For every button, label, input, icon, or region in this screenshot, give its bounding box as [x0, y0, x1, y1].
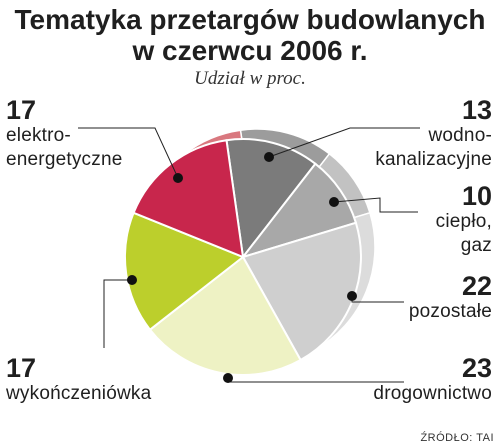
slice-elektroenergetyczne [132, 139, 245, 259]
value-elektroenergetyczne: 17 [6, 95, 37, 125]
source-note: ŹRÓDŁO: TAI [420, 432, 494, 444]
leader-dot-wodno [264, 152, 274, 162]
name-pozostale: pozostałe [408, 301, 492, 322]
leader-dot-drogi [223, 373, 233, 383]
chart-subtitle: Udział w proc. [194, 68, 306, 89]
label-pozostale: 22 pozostałe [409, 272, 492, 324]
label-cieplo-gaz: 10 ciepło, gaz [436, 182, 492, 258]
label-wodno-kanalizacyjne: 13 wodno- kanalizacyjne [375, 96, 492, 172]
name-elektro-line1: elektro- [6, 125, 71, 146]
leader-dot-cieplo [329, 197, 339, 207]
leader-dot-elektro [173, 173, 183, 183]
chart-title: Tematyka przetargów budowlanych w czerwc… [14, 4, 486, 66]
slice-wykonczeniowka [123, 211, 245, 332]
value-pozostale: 22 [461, 271, 492, 301]
leader-line-wykon [103, 279, 132, 348]
slice-cieplo-gaz [240, 162, 358, 259]
label-wykonczeniowka: 17 wykończeniówka [6, 354, 151, 406]
name-elektro-line2: energetyczne [6, 149, 123, 170]
label-elektroenergetyczne: 17 elektro- energetyczne [6, 96, 122, 172]
name-wodno-line2: kanalizacyjne [375, 149, 492, 170]
value-wykonczeniowka: 17 [6, 353, 37, 383]
leader-line-elektro [78, 127, 179, 179]
leader-dot-wykon [127, 275, 137, 285]
name-wodno-line1: wodno- [428, 125, 492, 146]
name-drogownictwo: drogownictwo [373, 383, 492, 404]
slice-wodno-kanalizacyjne [225, 138, 317, 260]
slice-drogownictwo [148, 255, 302, 377]
name-cieplo-line2: gaz [460, 235, 492, 256]
name-wykonczeniowka: wykończeniówka [6, 383, 152, 404]
value-drogownictwo: 23 [461, 353, 492, 383]
leader-dot-pozostale [347, 291, 357, 301]
value-wodno-kanalizacyjne: 13 [461, 95, 492, 125]
leader-line-wodno [268, 127, 420, 158]
value-cieplo-gaz: 10 [461, 181, 492, 211]
label-drogownictwo: 23 drogownictwo [373, 354, 492, 406]
name-cieplo-line1: ciepło, [435, 211, 492, 232]
leader-line-cieplo [333, 197, 418, 213]
